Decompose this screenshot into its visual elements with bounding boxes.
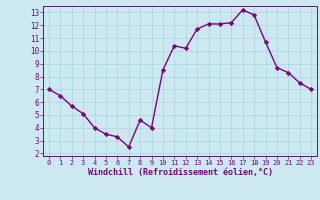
X-axis label: Windchill (Refroidissement éolien,°C): Windchill (Refroidissement éolien,°C) bbox=[87, 168, 273, 177]
